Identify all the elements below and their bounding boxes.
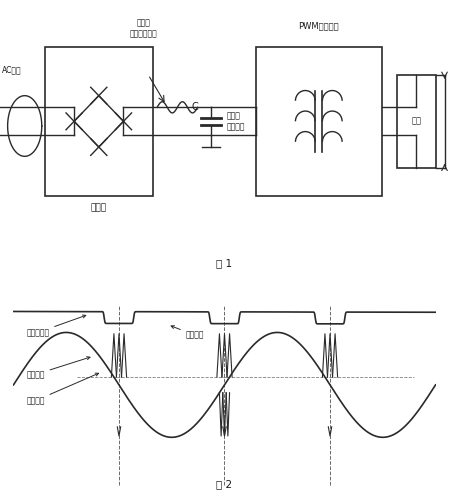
Bar [256,46,382,196]
Text: AC输入: AC输入 [2,66,22,74]
Text: 峰路电压: 峰路电压 [26,356,90,379]
Text: PWM开关电源: PWM开关电源 [299,21,339,30]
Text: 图 2: 图 2 [216,479,233,489]
Text: 波形下沿: 波形下沿 [171,326,204,340]
Text: 负载: 负载 [411,117,422,126]
Text: 图 1: 图 1 [216,258,233,268]
Text: 整流器: 整流器 [91,203,107,212]
Text: C: C [192,102,199,112]
Bar [45,46,153,196]
Text: 峰路电流: 峰路电流 [26,373,99,405]
Bar [397,74,436,168]
Text: 大容量
滤波电容: 大容量 滤波电容 [227,112,245,131]
Text: 整流后直流: 整流后直流 [26,315,86,337]
Text: 整流后
电容上的直流: 整流后 电容上的直流 [130,18,158,38]
